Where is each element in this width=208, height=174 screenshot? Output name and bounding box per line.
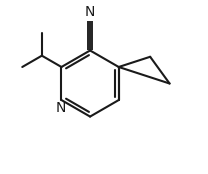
- Text: N: N: [56, 101, 66, 115]
- Text: N: N: [85, 6, 95, 19]
